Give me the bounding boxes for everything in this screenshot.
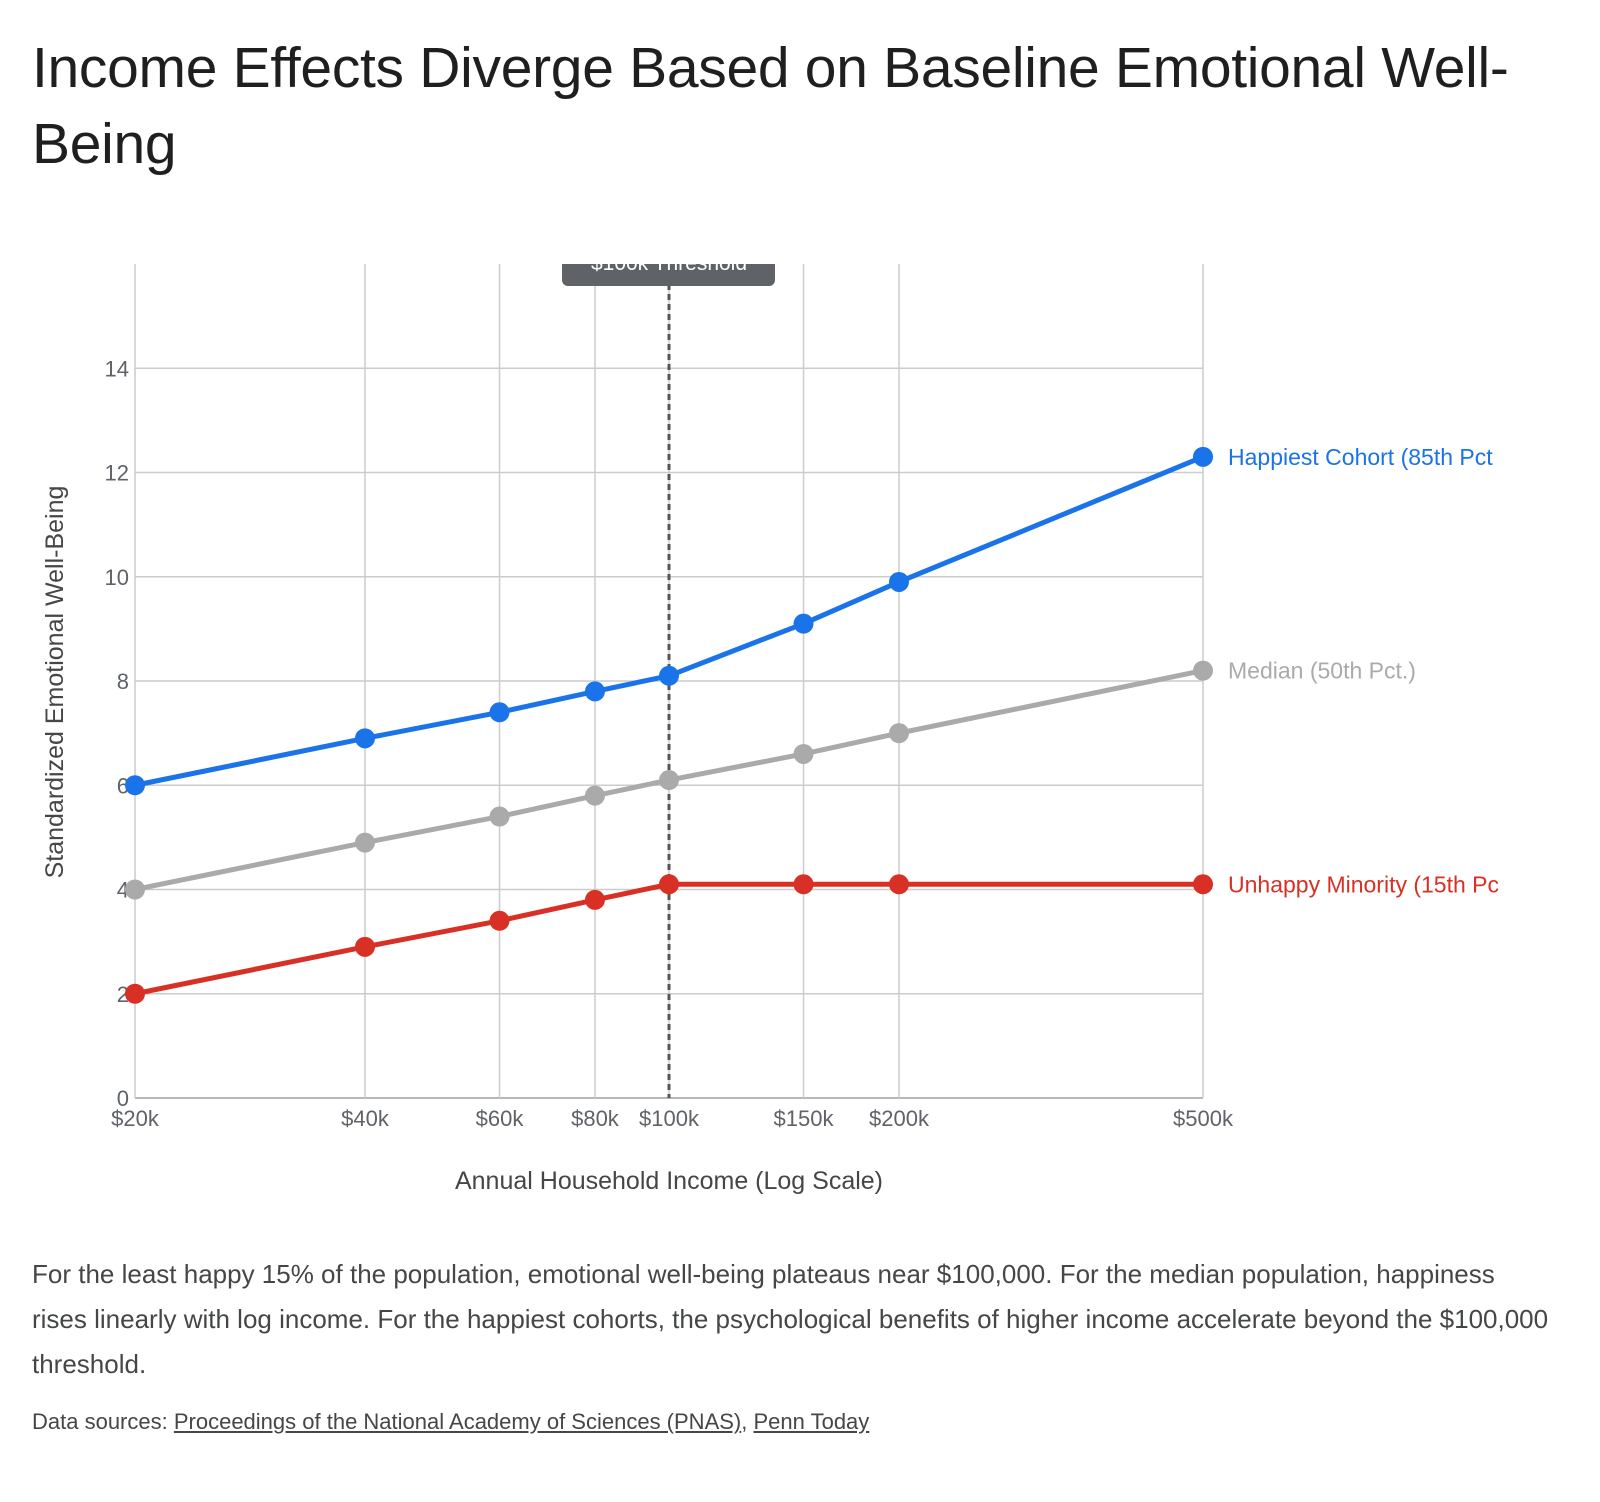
source-link-pnas[interactable]: Proceedings of the National Academy of S… (173, 1409, 742, 1434)
data-point (354, 832, 375, 853)
data-sources: Data sources: Proceedings of the Nationa… (32, 1406, 1552, 1438)
x-tick-label: $80k (571, 1106, 620, 1131)
y-tick-label: 2 (117, 982, 129, 1007)
data-point (659, 665, 679, 686)
x-tick-label: $100k (639, 1106, 700, 1131)
x-tick-label: $60k (476, 1106, 525, 1131)
data-point (888, 723, 909, 744)
threshold-label-box: $100k Threshold (562, 252, 775, 286)
y-tick-label: 4 (117, 878, 129, 903)
y-axis-title: Standardized Emotional Well-Being (41, 486, 69, 879)
series-end-labels: Happiest Cohort (85th Pct Median (50th Pc… (1228, 444, 1499, 897)
data-point (793, 613, 814, 634)
data-point (584, 889, 605, 910)
y-axis-ticks: 0 2 4 6 8 10 12 14 (105, 356, 129, 1111)
data-point (584, 785, 605, 806)
x-tick-label: $500k (1173, 1106, 1234, 1131)
y-tick-label: 0 (117, 1086, 129, 1111)
sources-prefix: Data sources: (32, 1409, 174, 1434)
data-point (125, 775, 145, 796)
data-point (793, 743, 814, 764)
chart-caption: For the least happy 15% of the populatio… (32, 1259, 1549, 1379)
x-tick-label: $150k (774, 1106, 835, 1131)
data-point (489, 702, 510, 723)
data-point (125, 879, 145, 900)
y-tick-label: 8 (117, 669, 129, 694)
data-point (1193, 446, 1213, 467)
x-tick-label: $40k (341, 1106, 390, 1131)
series-line-1 (134, 668, 1204, 892)
x-axis-title: Annual Household Income (Log Scale) (455, 1167, 883, 1195)
threshold-label-background (562, 264, 775, 286)
data-point (354, 936, 375, 957)
y-tick-label: 10 (105, 565, 129, 590)
data-point (888, 874, 909, 895)
series-line-0 (134, 454, 1204, 788)
series-line-2 (134, 881, 1203, 997)
chart-title: Income Effects Diverge Based on Baseline… (32, 36, 1509, 176)
x-axis-ticks: $20k $40k $60k $80k $100k $150k $200k $500k (111, 1106, 1234, 1131)
data-point (489, 806, 510, 827)
data-point (489, 910, 510, 931)
y-tick-label: 12 (105, 461, 129, 486)
sources-separator: , (741, 1409, 754, 1434)
data-point (1193, 874, 1213, 895)
data-point (125, 983, 145, 1004)
y-tick-label: 14 (105, 356, 129, 381)
source-link-penn-today[interactable]: Penn Today (753, 1409, 870, 1434)
data-point (584, 681, 605, 702)
data-point (1193, 660, 1213, 681)
series-lines (125, 446, 1213, 1004)
y-tick-label: 6 (117, 773, 129, 798)
series-label-1: Median (50th Pct.) (1228, 658, 1416, 684)
data-point (659, 874, 679, 895)
threshold-annotation: $100k Threshold (562, 252, 775, 1098)
x-tick-label: $200k (869, 1106, 930, 1131)
x-tick-label: $20k (111, 1106, 160, 1131)
data-point (888, 571, 909, 592)
data-point (354, 728, 375, 749)
threshold-label: $100k Threshold (591, 252, 747, 275)
series-label-0: Happiest Cohort (85th Pct (1228, 444, 1493, 470)
series-label-2: Unhappy Minority (15th Pc (1228, 871, 1499, 897)
data-point (793, 874, 814, 895)
data-point (659, 770, 679, 791)
